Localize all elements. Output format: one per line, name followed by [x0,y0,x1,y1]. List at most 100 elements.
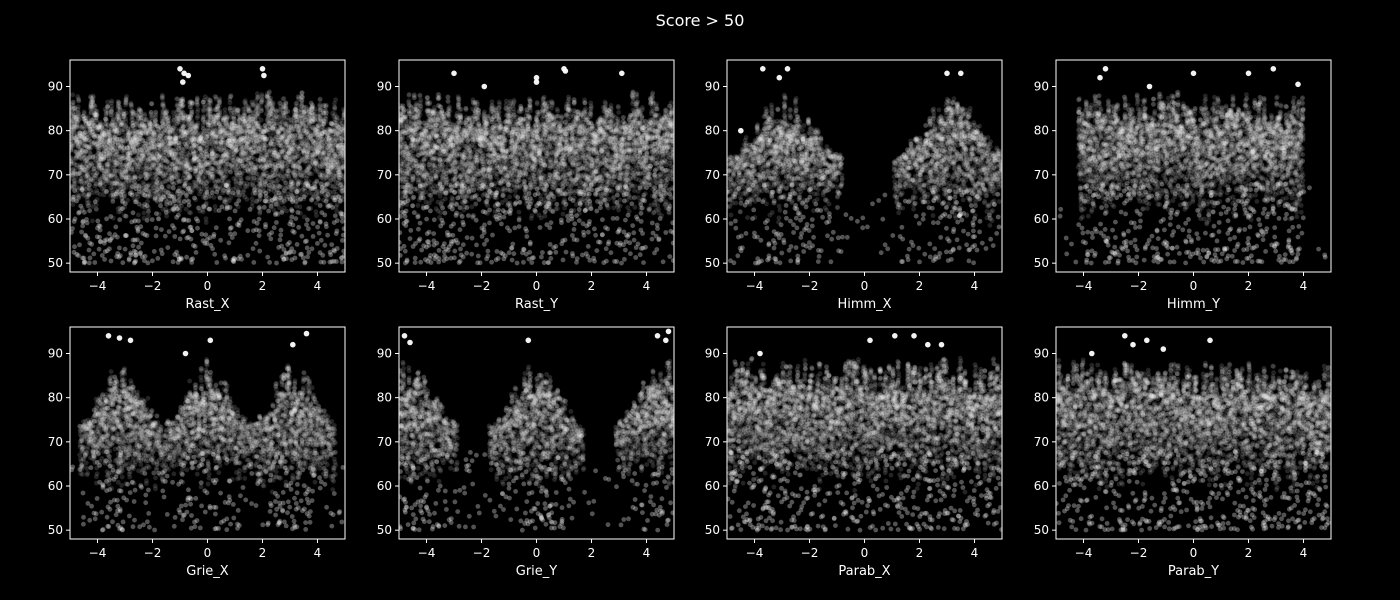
data-point [93,112,99,118]
data-point [100,174,105,179]
data-point [81,116,86,122]
data-point [73,114,79,120]
data-point [72,170,77,176]
data-point [70,156,75,162]
data-point [71,160,77,166]
data-point [75,187,80,193]
data-point [100,130,105,135]
data-point [92,111,98,117]
data-point [195,113,201,119]
data-point [73,174,79,180]
data-point [97,122,103,127]
data-point [123,110,129,116]
data-point [92,123,98,129]
data-point [75,171,81,177]
data-point [98,152,103,157]
data-point [93,173,98,179]
data-point [77,139,82,145]
data-point [88,169,94,175]
data-point [81,116,87,122]
data-point [77,123,83,128]
data-point [105,168,110,174]
data-point [99,141,105,147]
data-point [101,156,107,162]
data-point [76,96,81,102]
data-point [93,112,99,117]
data-point [93,206,99,212]
data-point [73,141,79,147]
data-point [82,137,88,143]
data-point [70,119,76,124]
data-point [97,162,102,168]
data-point [72,170,78,176]
data-point [86,163,92,169]
data-point [98,153,104,159]
data-point [96,124,102,130]
data-point [136,212,141,218]
data-point [95,141,101,146]
data-point [103,116,109,122]
data-point [289,207,294,213]
data-point [96,165,101,170]
data-point [211,174,216,180]
data-point [70,131,74,137]
data-point [71,125,77,130]
data-point [85,135,90,140]
data-point [92,154,98,159]
data-point [91,175,97,181]
data-point [101,143,107,148]
data-point [100,186,105,192]
data-point [76,97,81,103]
data-point [90,130,96,135]
data-point [90,120,96,126]
data-point [93,181,99,187]
figure-title: Score > 50 [656,11,745,30]
data-point [105,147,111,153]
data-point [93,202,99,208]
data-point [71,177,77,183]
data-point [79,164,85,170]
data-point [71,129,76,135]
data-point [77,130,83,136]
data-point [323,198,329,204]
data-point [261,204,267,210]
data-point [274,220,279,225]
data-point [167,120,172,126]
data-point [81,135,87,141]
data-point [88,95,94,100]
data-point [293,101,299,107]
data-point [74,133,80,139]
data-point [70,170,74,176]
data-point [103,121,108,127]
data-point [97,135,103,140]
data-point [92,113,98,118]
data-point [79,164,85,170]
data-point [94,111,100,117]
data-point [90,129,96,135]
data-point [97,192,103,197]
data-point [110,199,116,204]
data-point [325,232,330,238]
data-point [99,131,105,137]
data-point [81,134,87,140]
data-point [75,139,81,145]
data-point [90,154,96,159]
data-point [299,97,304,103]
data-point [75,94,81,99]
data-point [80,181,85,187]
data-point [199,231,205,237]
data-point [99,167,104,173]
data-point [86,144,92,150]
data-point [96,148,102,154]
data-point [144,203,150,209]
data-point [97,152,103,158]
data-point [88,104,94,109]
data-point [100,180,106,186]
data-point [255,94,260,100]
data-point [99,137,105,143]
data-point [164,110,169,115]
data-point [236,193,242,199]
data-point [70,171,76,177]
data-point [105,122,111,128]
data-point [97,155,103,161]
